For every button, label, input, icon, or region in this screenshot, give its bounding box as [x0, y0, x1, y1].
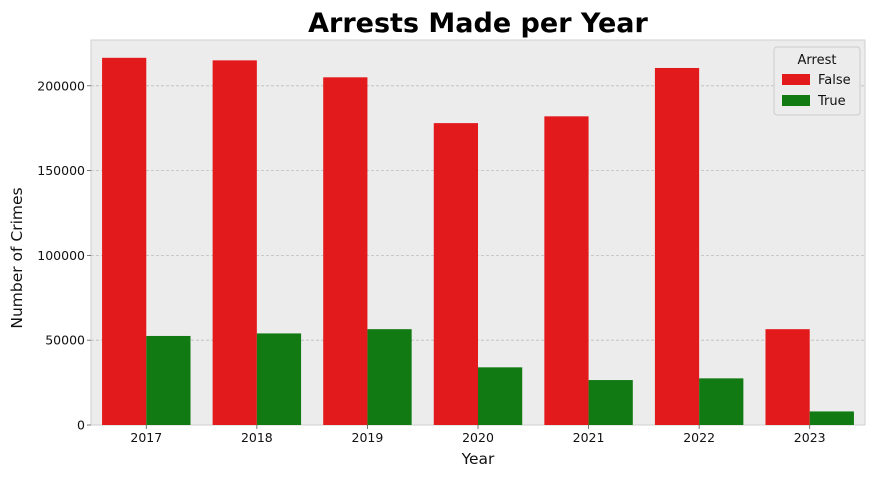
bar-true-2019: [367, 329, 412, 425]
y-axis-label: Number of Crimes: [8, 187, 26, 328]
bar-true-2023: [809, 411, 854, 425]
legend-swatch-false: [782, 74, 810, 85]
x-tick-label: 2018: [241, 430, 273, 445]
bar-false-2017: [102, 57, 147, 425]
bar-false-2019: [323, 77, 368, 425]
bars: [102, 57, 854, 426]
legend-label-true: True: [817, 94, 846, 109]
bar-false-2020: [433, 123, 478, 426]
y-tick-label: 150000: [37, 163, 85, 178]
bar-true-2022: [699, 378, 744, 425]
bar-false-2021: [544, 116, 589, 425]
bar-true-2021: [588, 380, 633, 425]
x-tick-label: 2021: [573, 430, 605, 445]
bar-false-2022: [654, 67, 700, 425]
y-tick-label: 0: [77, 418, 85, 433]
legend-label-false: False: [818, 73, 851, 88]
x-tick-label: 2023: [794, 430, 826, 445]
legend-title: Arrest: [798, 53, 837, 68]
y-tick-label: 50000: [45, 333, 85, 348]
x-tick-label: 2022: [683, 430, 715, 445]
x-axis-label: Year: [461, 450, 495, 468]
axis-ticks: 0 50000 100000 150000 200000 2017 2018 2019 2020…: [37, 78, 825, 445]
bar-false-2023: [765, 329, 810, 425]
legend-swatch-true: [782, 95, 810, 106]
legend-items: False True: [782, 73, 851, 109]
bar-true-2017: [146, 335, 191, 425]
y-tick-label: 200000: [37, 78, 85, 93]
bar-false-2018: [212, 60, 257, 426]
bar-true-2020: [478, 367, 523, 425]
x-tick-label: 2020: [462, 430, 494, 445]
chart-title: Arrests Made per Year: [308, 8, 648, 39]
x-tick-label: 2017: [130, 430, 162, 445]
bar-true-2018: [256, 333, 302, 425]
legend: Arrest False True: [773, 46, 861, 116]
y-tick-label: 100000: [37, 248, 85, 263]
x-tick-label: 2019: [352, 430, 384, 445]
